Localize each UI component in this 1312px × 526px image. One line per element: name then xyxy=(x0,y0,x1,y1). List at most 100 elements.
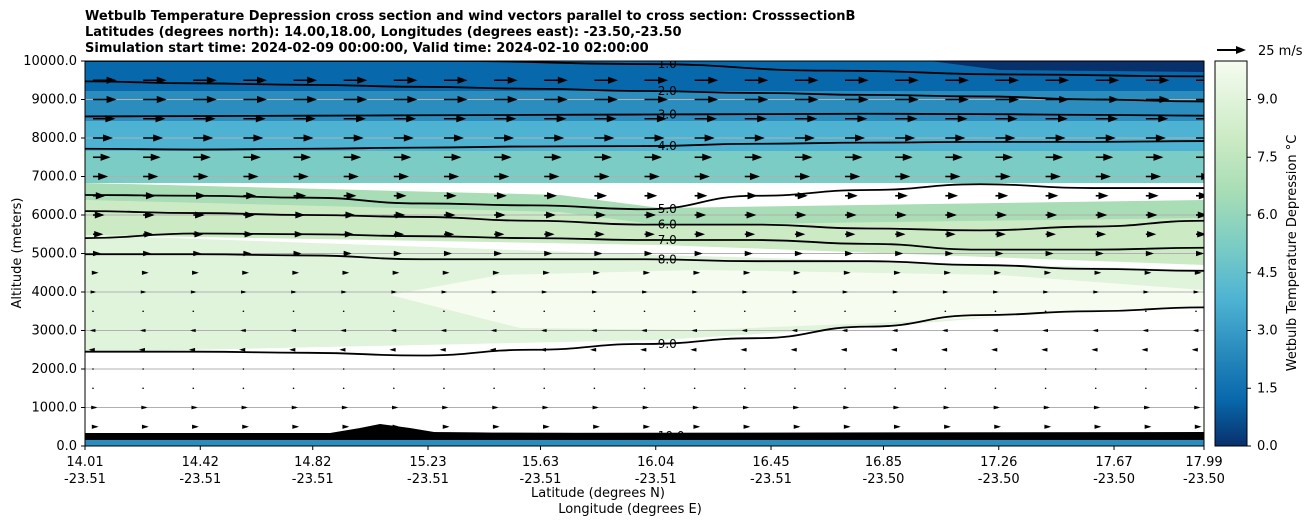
wind-vector xyxy=(192,270,199,275)
wind-vector-head xyxy=(138,347,145,352)
wind-vector-head xyxy=(843,405,850,410)
wind-vector xyxy=(343,192,357,200)
wind-vector xyxy=(242,270,250,275)
wind-vector-head xyxy=(196,192,207,200)
wind-vector-head xyxy=(492,424,500,429)
wind-vector xyxy=(289,347,296,352)
wind-vector-head xyxy=(693,424,701,429)
wind-vector-head xyxy=(1009,76,1020,84)
wind-vector-head xyxy=(652,153,663,161)
wind-vector-head xyxy=(155,115,166,123)
wind-vector xyxy=(744,250,753,257)
wind-vector xyxy=(944,424,951,429)
wind-vector-head xyxy=(541,290,548,294)
wind-vector-head xyxy=(257,95,268,104)
wind-vector xyxy=(393,310,395,313)
wind-vector xyxy=(744,211,757,219)
wind-vector xyxy=(443,76,468,84)
wind-vector xyxy=(193,115,216,123)
wind-vector xyxy=(642,290,648,294)
wind-vector-head xyxy=(1197,211,1204,219)
wind-vector xyxy=(1196,250,1204,257)
wind-vector-head xyxy=(188,347,196,352)
contour-label: 2.0 xyxy=(658,84,677,98)
contour-label: 8.0 xyxy=(658,252,677,266)
wind-vector xyxy=(293,95,318,104)
wind-vector-head xyxy=(1094,270,1102,275)
wind-vector xyxy=(494,134,515,142)
wind-vector-head xyxy=(253,134,264,142)
wind-vector xyxy=(443,134,464,142)
wind-vector xyxy=(393,368,395,370)
wind-vector-head xyxy=(642,290,648,294)
wind-vector-head xyxy=(944,270,951,275)
wind-vector-head xyxy=(301,153,312,161)
wind-vector xyxy=(343,153,362,161)
wind-vector xyxy=(894,387,896,390)
wind-vector-head xyxy=(1105,134,1116,142)
wind-vector xyxy=(694,231,706,238)
wind-vector xyxy=(594,153,612,161)
wind-vector xyxy=(543,310,546,313)
wind-vector xyxy=(895,231,906,238)
wind-vector-head xyxy=(100,153,111,161)
wind-vector-head xyxy=(599,172,610,181)
wind-vector-head xyxy=(855,134,866,142)
wind-vector xyxy=(1043,290,1049,294)
wind-vector xyxy=(995,211,1008,219)
wind-vector xyxy=(591,290,598,294)
wind-vector xyxy=(794,192,808,200)
wind-vector xyxy=(840,347,847,352)
wind-vector-head xyxy=(194,231,204,238)
wind-vector xyxy=(439,347,446,352)
wind-vector-head xyxy=(191,405,198,410)
wind-vector xyxy=(994,368,997,370)
wind-vector xyxy=(1095,231,1107,238)
wind-vector-head xyxy=(793,270,801,275)
wind-vector xyxy=(740,347,747,352)
wind-vector xyxy=(644,211,657,219)
wind-vector xyxy=(1094,310,1097,313)
contour-line xyxy=(85,210,1204,232)
wind-vector xyxy=(443,387,445,390)
wind-vector-head xyxy=(947,211,957,219)
wind-vector xyxy=(794,76,819,84)
wind-vector xyxy=(643,424,651,429)
wind-vector-head xyxy=(604,134,615,142)
wind-vector xyxy=(92,368,94,370)
wind-vector xyxy=(343,76,368,84)
wind-vector-head xyxy=(543,270,550,275)
x-tick-label-lat: 14.42 xyxy=(182,455,219,470)
wind-vector xyxy=(694,211,707,219)
wind-vector xyxy=(794,368,796,370)
contour-line xyxy=(85,140,1204,151)
wind-vector-head xyxy=(758,95,769,104)
wind-vector xyxy=(845,76,869,84)
wind-vector-head xyxy=(1197,231,1204,238)
wind-vector xyxy=(644,95,669,104)
wind-vector-head xyxy=(593,270,600,275)
wind-vector-head xyxy=(449,172,460,181)
wind-vector-head xyxy=(952,153,963,161)
x-axis-label-longitude: Longitude (degrees E) xyxy=(558,502,702,517)
wind-vector-head xyxy=(746,211,757,219)
wind-vector-head xyxy=(241,290,247,294)
wind-vector xyxy=(243,172,259,181)
wind-vector-head xyxy=(491,290,498,294)
wind-vector xyxy=(190,328,196,333)
wind-vector-head xyxy=(997,211,1008,219)
wind-vector-head xyxy=(203,134,214,142)
wind-vector-head xyxy=(442,405,449,410)
wind-vector xyxy=(992,328,998,333)
wind-vector xyxy=(92,310,94,313)
wind-vector-head xyxy=(596,211,606,219)
wind-vector-head xyxy=(857,115,868,123)
wind-vector xyxy=(794,115,818,123)
wind-vector xyxy=(93,211,105,219)
wind-vector xyxy=(193,134,214,142)
wind-vector xyxy=(293,172,309,181)
wind-vector-head xyxy=(1047,211,1058,219)
wind-vector xyxy=(1196,192,1204,200)
wind-vector xyxy=(641,328,647,333)
wind-vector-head xyxy=(749,172,760,181)
